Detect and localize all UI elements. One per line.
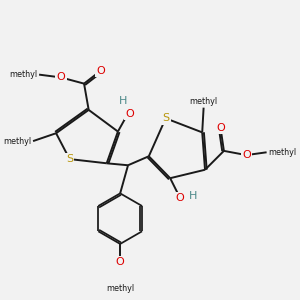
Text: methyl: methyl [106, 284, 134, 293]
Text: O: O [57, 72, 65, 82]
Text: O: O [96, 66, 105, 76]
Text: O: O [216, 123, 225, 133]
Text: methyl: methyl [268, 148, 296, 157]
Text: O: O [176, 194, 184, 203]
Text: H: H [188, 190, 197, 201]
Text: methyl: methyl [4, 136, 32, 146]
Text: O: O [242, 150, 251, 160]
Text: O: O [116, 257, 124, 267]
Text: S: S [162, 113, 169, 123]
Text: methyl: methyl [10, 70, 38, 79]
Text: O: O [126, 109, 134, 119]
Text: methyl: methyl [190, 97, 218, 106]
Text: S: S [66, 154, 73, 164]
Text: H: H [119, 96, 128, 106]
